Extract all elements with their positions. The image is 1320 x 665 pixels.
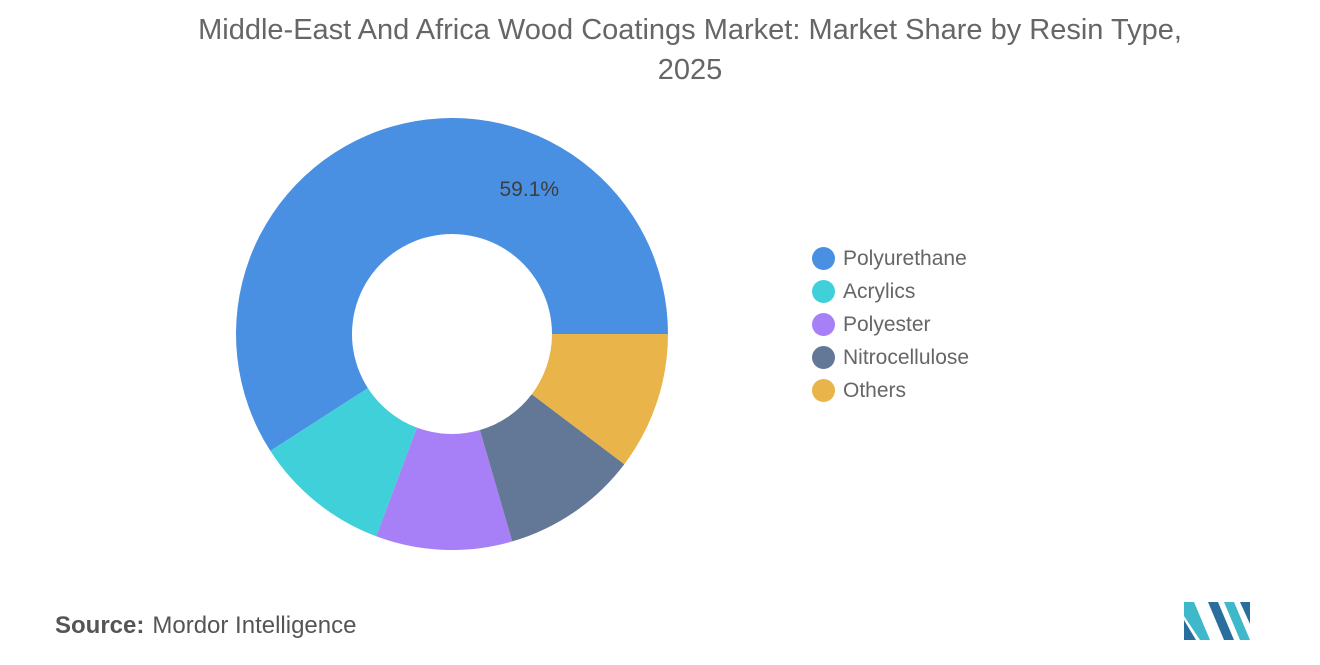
- slice-others: [531, 334, 668, 465]
- slice-acrylics: [270, 388, 417, 537]
- chart-title-line-2: 2025: [657, 54, 723, 86]
- chart-title-line-1: Middle-East And Africa Wood Coatings Mar…: [198, 14, 1182, 46]
- slice-polyurethane: [236, 118, 669, 451]
- legend-label: Nitrocellulose: [843, 345, 970, 369]
- legend-swatch: [812, 346, 835, 369]
- legend-item-acrylics: Acrylics: [812, 275, 969, 308]
- legend-swatch: [812, 313, 835, 336]
- source-label: Source:: [55, 612, 145, 639]
- source-note: Source: Mordor Intelligence: [55, 612, 356, 640]
- legend-label: Polyester: [843, 312, 931, 336]
- legend-item-nitrocellulose: Nitrocellulose: [812, 341, 969, 374]
- legend-label: Others: [843, 378, 907, 402]
- chart-legend: Polyurethane Acrylics Polyester Nitrocellul…: [812, 242, 969, 407]
- legend-label: Polyurethane: [843, 246, 967, 270]
- mordor-intelligence-logo: [1184, 602, 1250, 640]
- legend-item-polyurethane: Polyurethane: [812, 242, 969, 275]
- slice-nitrocellulose: [479, 394, 625, 542]
- source-value: Mordor Intelligence: [152, 612, 357, 639]
- slice-polyester: [376, 427, 513, 551]
- legend-label: Acrylics: [843, 279, 916, 303]
- legend-swatch: [812, 379, 835, 402]
- data-label-polyurethane: 59.1%: [500, 178, 560, 201]
- legend-item-polyester: Polyester: [812, 308, 969, 341]
- legend-swatch: [812, 247, 835, 270]
- legend-swatch: [812, 280, 835, 303]
- chart-title: Middle-East And Africa Wood Coatings Mar…: [60, 10, 1320, 90]
- legend-item-others: Others: [812, 374, 969, 407]
